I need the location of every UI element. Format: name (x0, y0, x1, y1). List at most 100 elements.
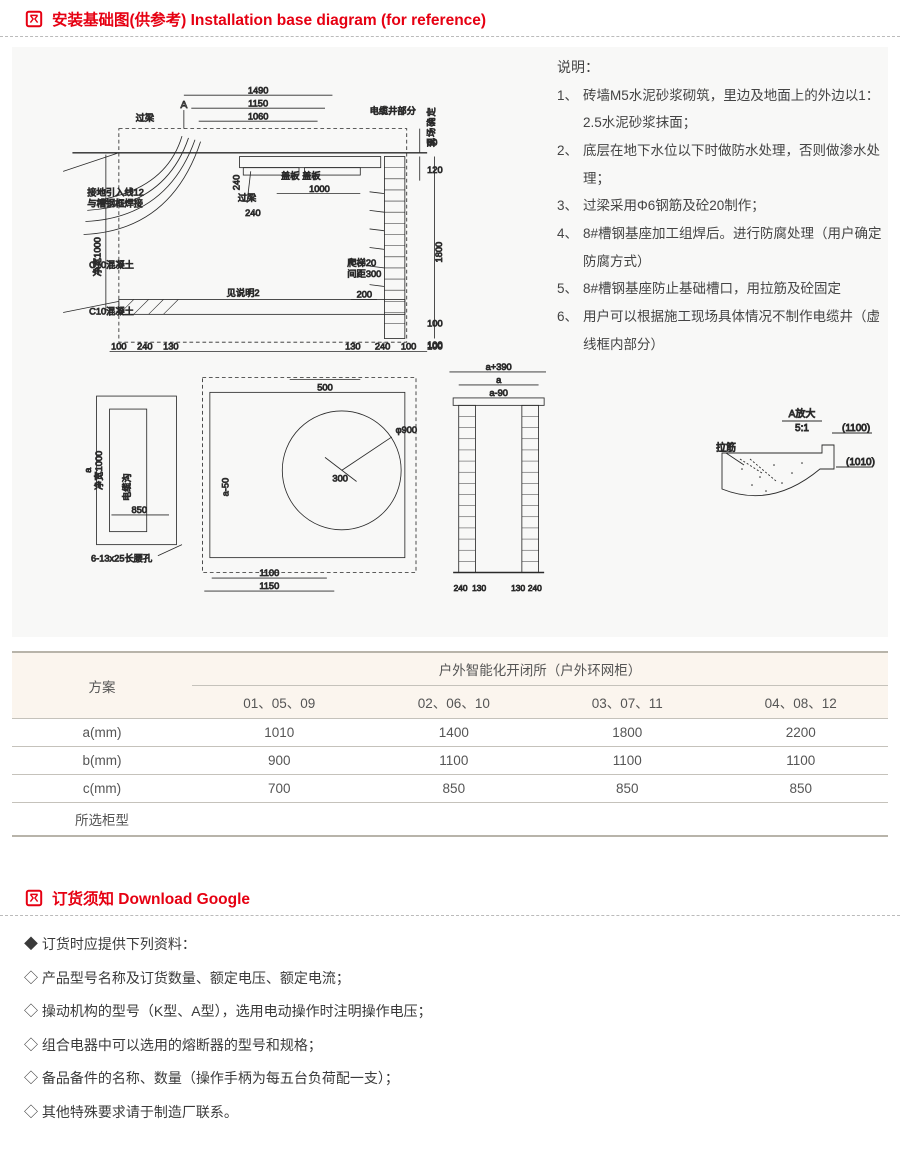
note-row: 2、底层在地下水位以下时做防水处理，否则做渗水处理； (557, 137, 885, 192)
brick-wall-top (370, 157, 405, 339)
note-row: 5、8#槽钢基座防止基础槽口，用拉筋及砼固定 (557, 275, 885, 303)
dim-1000: 1000 (309, 184, 330, 194)
dim-1490: 1490 (248, 85, 269, 95)
order-item: ◇ 产品型号名称及订货数量、额定电压、额定电流； (24, 962, 876, 996)
dim-a-plain: a (496, 375, 502, 385)
note-row: 4、8#槽钢基座加工组焊后。进行防腐处理（用户确定防腐方式） (557, 220, 885, 275)
section-title-install: 安装基础图(供参考) Installation base diagram (fo… (52, 8, 486, 30)
label-cable-well: 电缆井部分 (370, 105, 416, 116)
dim-col-130a: 130 (472, 583, 486, 593)
row-label: c(mm) (12, 775, 192, 803)
label-slot-hole: 6-13x25长腰孔 (91, 552, 152, 563)
dim-a390: a+390 (486, 362, 512, 372)
note-index: 3、 (557, 192, 583, 220)
table-cell: 2200 (713, 719, 888, 747)
table-cell: 1010 (192, 719, 367, 747)
table-cell: 850 (541, 775, 713, 803)
note-index: 1、 (557, 82, 583, 137)
table-row: 所选柜型 (12, 803, 888, 837)
note-index: 6、 (557, 303, 583, 358)
table-cell (713, 803, 888, 837)
table-cell (541, 803, 713, 837)
row-label: 所选柜型 (12, 803, 192, 837)
dim-row-130a: 130 (163, 342, 178, 352)
table-cell: 1800 (541, 719, 713, 747)
zoom-detail-svg: A放大 5:1 (1100) (1010) 拉筋 (702, 399, 882, 549)
label-tiebar: 拉筋 (716, 441, 736, 454)
note-row: 1、砖墙M5水泥砂浆砌筑，里边及地面上的外边以1：2.5水泥砂浆抹面； (557, 82, 885, 137)
dim-100a: 100 (427, 318, 442, 328)
th-col: 01、05、09 (192, 686, 367, 719)
table-cell: 1100 (713, 747, 888, 775)
row-label: b(mm) (12, 747, 192, 775)
note-index: 5、 (557, 275, 583, 303)
dim-col-130b: 130 (511, 583, 525, 593)
install-diagram-svg: 净宽1000 1490 1150 1060 过梁 A 电缆井部分 现场确定 (26, 65, 546, 625)
brick-columns (459, 405, 539, 572)
note-row: 3、过梁采用Φ6钢筋及砼20制作； (557, 192, 885, 220)
dim-row-100b: 100 (401, 342, 416, 352)
label-cable-trench: 电缆沟 (121, 473, 132, 501)
dim-200: 200 (357, 290, 372, 300)
diagram-area: 净宽1000 1490 1150 1060 过梁 A 电缆井部分 现场确定 (26, 65, 546, 625)
dim-80: 80 (427, 137, 437, 147)
section-header-order: 订货须知 Download Google (0, 879, 900, 916)
dim-300: 300 (332, 474, 347, 484)
dim-1800: 1800 (434, 242, 444, 263)
dim-z1010: (1010) (846, 457, 875, 468)
th-col: 04、08、12 (713, 686, 888, 719)
dim-850: 850 (132, 505, 147, 515)
dim-240v2: 240 (245, 208, 260, 218)
note-index: 4、 (557, 220, 583, 275)
dim-500: 500 (317, 383, 332, 393)
note-text: 用户可以根据施工现场具体情况不制作电缆井（虚线框内部分） (583, 303, 885, 358)
order-item: ◇ 组合电器中可以选用的熔断器的型号和规格； (24, 1029, 876, 1063)
th-group: 户外智能化开闭所（户外环网柜） (192, 652, 888, 686)
note-text: 底层在地下水位以下时做防水处理，否则做渗水处理； (583, 137, 885, 192)
dim-1150b: 1150 (259, 581, 279, 591)
notes-area: 说明： 1、砖墙M5水泥砂浆砌筑，里边及地面上的外边以1：2.5水泥砂浆抹面；2… (557, 53, 885, 358)
dim-row-100: 100 (111, 342, 126, 352)
dim-col-240a: 240 (454, 583, 468, 593)
section-header-install: 安装基础图(供参考) Installation base diagram (fo… (0, 0, 900, 37)
label-cover: 盖板 盖板 (281, 170, 321, 181)
order-block: 订货须知 Download Google ◆ 订货时应提供下列资料： ◇ 产品型… (0, 879, 900, 1150)
th-col: 02、06、10 (367, 686, 542, 719)
label-a-zoom-ratio: 5:1 (795, 423, 809, 434)
dim-z1100: (1100) (842, 423, 870, 434)
dim-net1000-v: 净宽1000 (91, 237, 102, 276)
th-scheme: 方案 (12, 652, 192, 719)
order-list: ◆ 订货时应提供下列资料： ◇ 产品型号名称及订货数量、额定电压、额定电流； ◇ … (0, 920, 900, 1150)
label-c10-1: C10混凝土 (89, 259, 134, 270)
dim-1100: 1100 (259, 568, 279, 578)
table-row: a(mm)1010140018002200 (12, 719, 888, 747)
label-lintel: 过梁 (136, 112, 155, 123)
dim-1060: 1060 (248, 111, 269, 121)
table-cell: 1100 (541, 747, 713, 775)
note-text: 8#槽钢基座防止基础槽口，用拉筋及砼固定 (583, 275, 885, 303)
dim-col-240b: 240 (528, 583, 542, 593)
note-index: 2、 (557, 137, 583, 192)
th-col: 03、07、11 (541, 686, 713, 719)
note-text: 砖墙M5水泥砂浆砌筑，里边及地面上的外边以1：2.5水泥砂浆抹面； (583, 82, 885, 137)
label-A: A (180, 100, 187, 111)
dim-row-240a: 240 (137, 342, 152, 352)
note-text: 过梁采用Φ6钢筋及砼20制作； (583, 192, 885, 220)
dim-row-130b: 130 (345, 342, 360, 352)
dim-phi900: φ900 (396, 425, 417, 435)
table-cell: 1400 (367, 719, 542, 747)
row-label: a(mm) (12, 719, 192, 747)
table-row: b(mm)900110011001100 (12, 747, 888, 775)
dim-row-240b: 240 (375, 342, 390, 352)
label-ground-lead: 接地引入线12 与槽钢框焊接 (87, 187, 146, 209)
order-item: ◇ 备品备件的名称、数量（操作手柄为每五台负荷配一支）； (24, 1062, 876, 1096)
order-lead: ◆ 订货时应提供下列资料： (24, 928, 876, 962)
label-a-zoom: A放大 (789, 407, 816, 420)
order-item: ◇ 其他特殊要求请于制造厂联系。 (24, 1096, 876, 1130)
table-cell (192, 803, 367, 837)
dim-240v1: 240 (232, 175, 242, 190)
dim-a-90: a-90 (489, 388, 508, 398)
table-cell: 1100 (367, 747, 542, 775)
dim-1150: 1150 (248, 98, 268, 108)
label-a: a (83, 467, 93, 473)
